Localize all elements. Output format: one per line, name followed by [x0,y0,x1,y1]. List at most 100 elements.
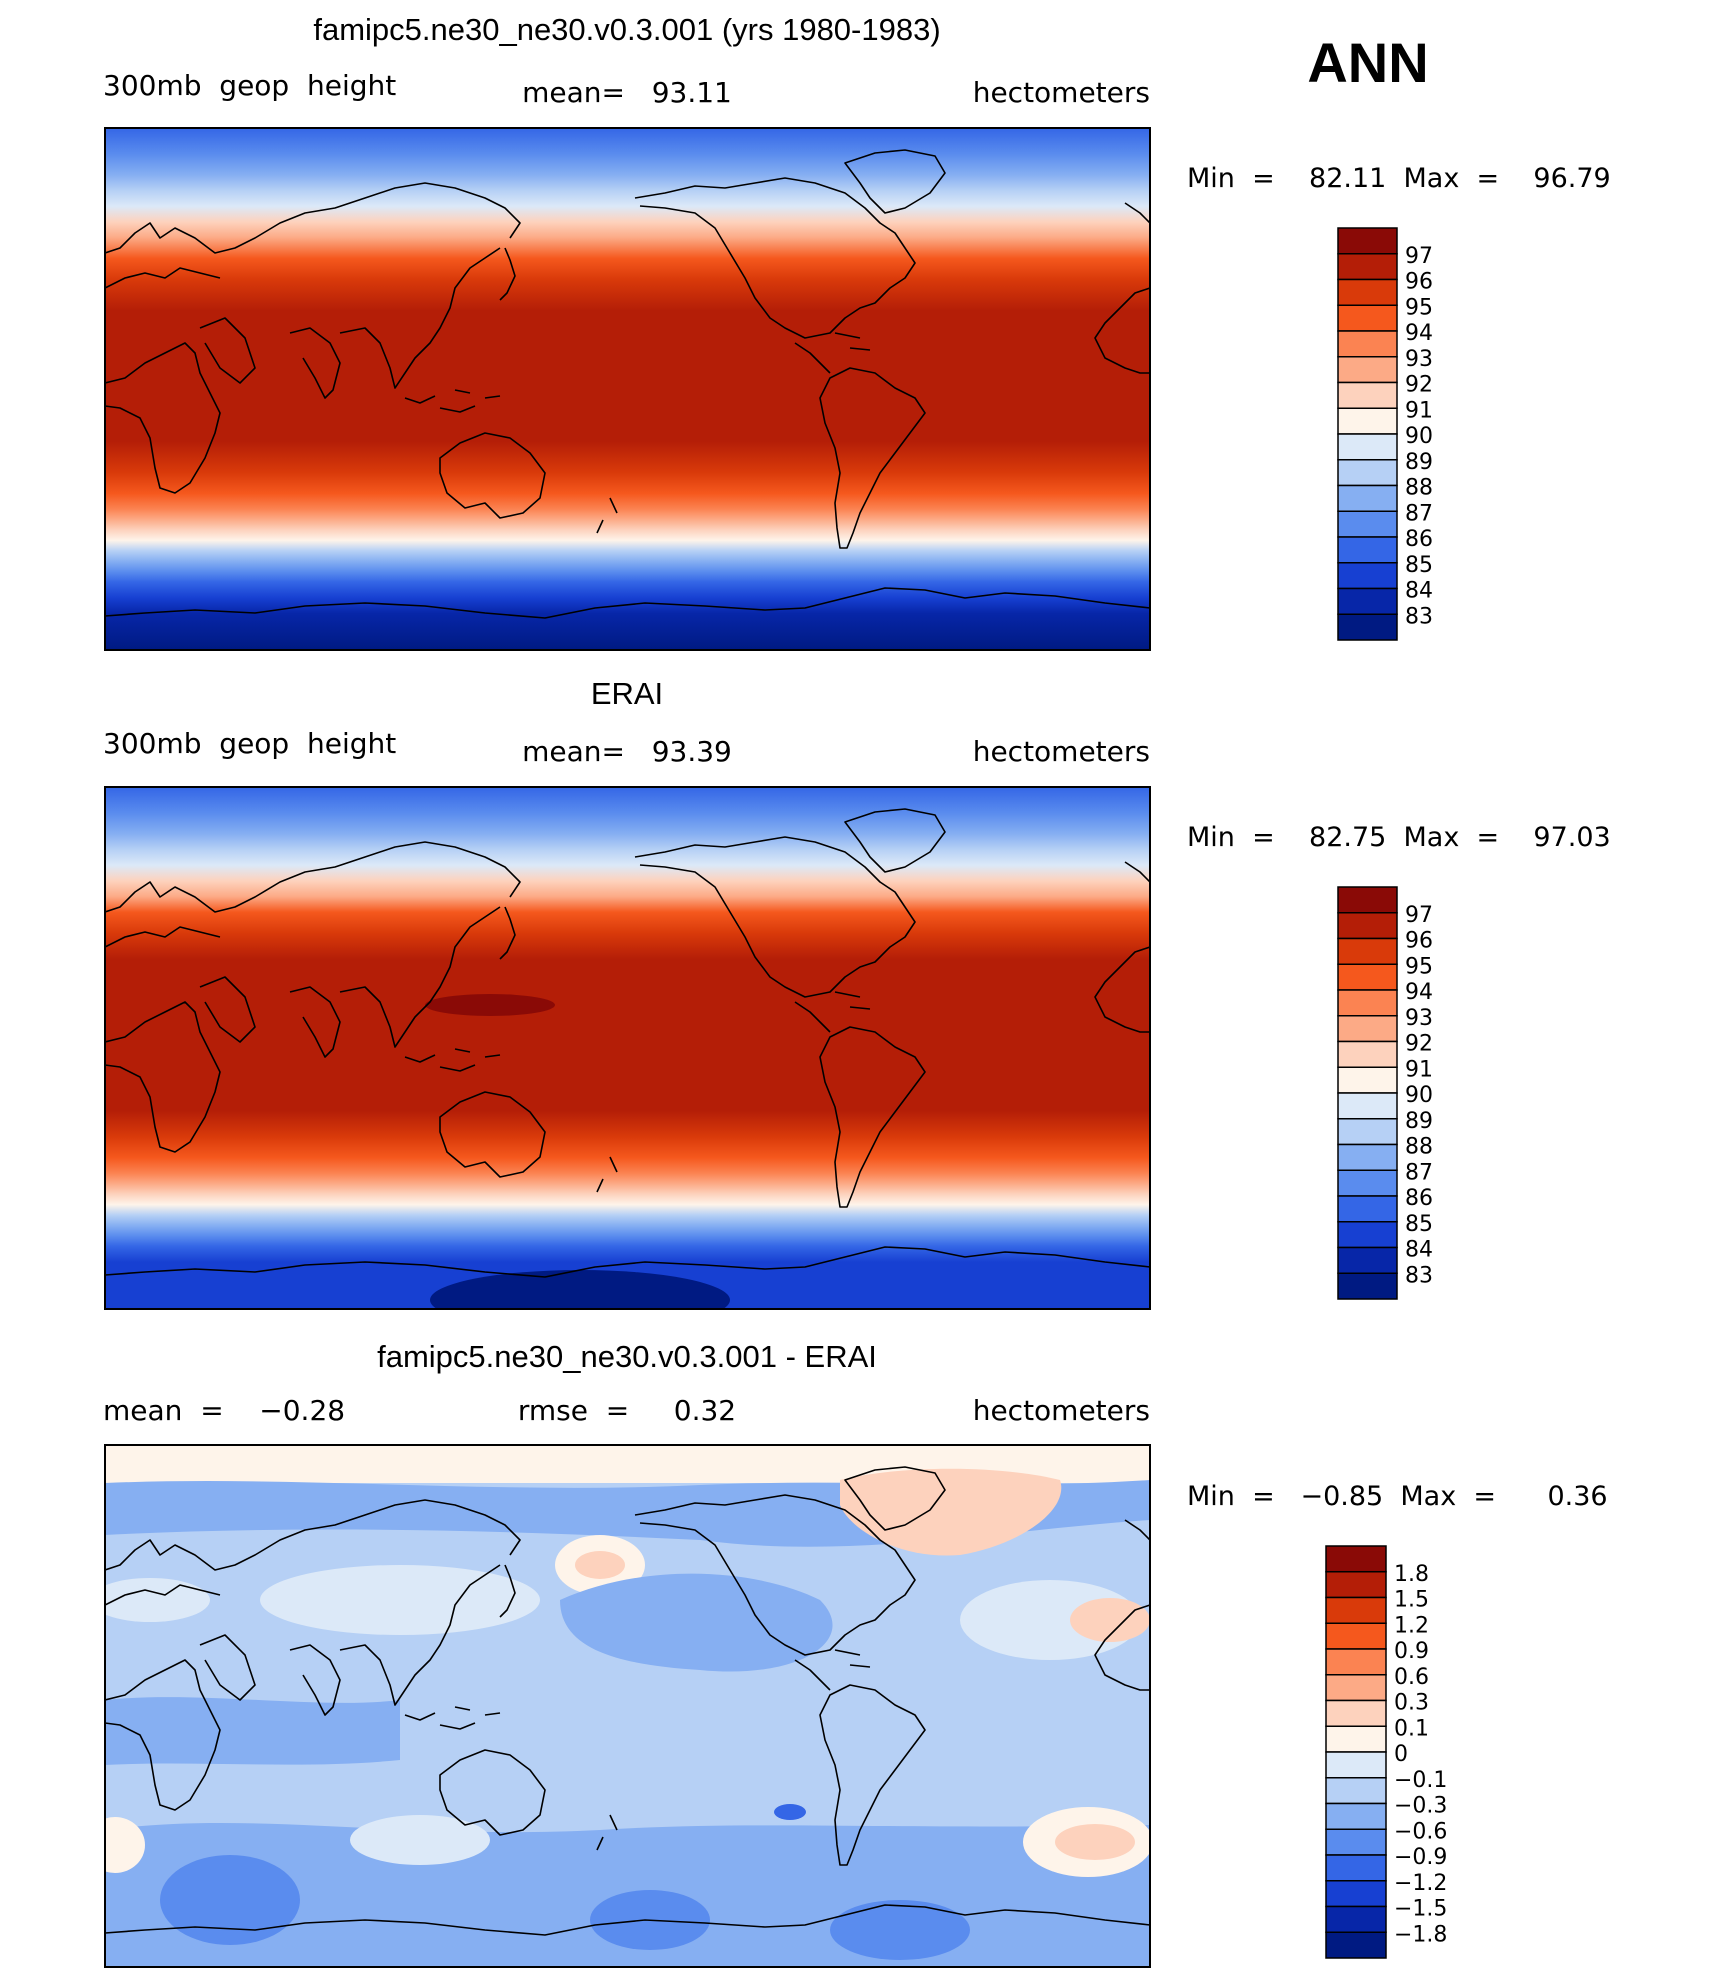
colorbar-swatch [1337,510,1398,538]
units-label: hectometers [973,735,1150,768]
colorbar-tick-label: 83 [1405,604,1433,629]
colorbar-swatch [1337,253,1398,281]
colorbar-swatch [1325,1905,1387,1933]
map-frame [104,1444,1151,1968]
minmax-label: Min = 82.11 Max = 96.79 [1187,163,1611,194]
map-frame [104,127,1151,651]
colorbar-tick-label: 90 [1405,1083,1433,1108]
colorbar-swatch [1325,1674,1387,1702]
panel-title: famipc5.ne30_ne30.v0.3.001 - ERAI [377,1339,877,1374]
variable-label: 300mb geop height [103,69,396,102]
colorbar-swatch [1337,1118,1398,1146]
colorbar-tick-label: 87 [1405,501,1433,526]
colorbar-tick-label: −0.6 [1394,1819,1447,1844]
colorbar-swatch [1325,1571,1387,1599]
season-label: ANN [1307,31,1428,94]
map-plot [105,1445,1150,1967]
colorbar-tick-label: 89 [1405,1109,1433,1134]
colorbar-tick-label: 96 [1405,929,1433,954]
colorbar-swatch [1325,1699,1387,1727]
colorbar-swatch [1337,562,1398,590]
mean-label: mean = −0.28 [103,1394,345,1427]
colorbar-tick-label: −1.8 [1394,1922,1447,1947]
colorbar-swatch [1337,407,1398,435]
colorbar-tick-label: 92 [1405,373,1433,398]
colorbar-swatch [1325,1751,1387,1779]
units-label: hectometers [973,76,1150,109]
map-plot [105,128,1150,650]
colorbar-tick-label: 87 [1405,1160,1433,1185]
colorbar-tick-label: 1.8 [1394,1562,1429,1587]
colorbar-tick-label: −0.3 [1394,1794,1447,1819]
colorbar-swatch [1337,356,1398,384]
colorbar-tick-label: 84 [1405,1238,1433,1263]
colorbar-tick-label: −1.2 [1394,1871,1447,1896]
colorbar-tick-label: 86 [1405,527,1433,552]
colorbar-tick-label: −1.5 [1394,1897,1447,1922]
colorbar-tick-label: 85 [1405,1212,1433,1237]
panel-title: famipc5.ne30_ne30.v0.3.001 (yrs 1980-198… [313,12,940,47]
colorbar-swatch [1325,1648,1387,1676]
colorbar-tick-label: 93 [1405,347,1433,372]
colorbar-swatch [1337,227,1398,255]
colorbar-tick-label: 1.2 [1394,1613,1429,1638]
colorbar-swatch [1337,587,1398,615]
colorbar-swatch [1337,613,1398,641]
panel-obs: ERAI 300mb geop height mean= 93.39 hecto… [103,676,1611,1310]
colorbar-tick-label: 1.5 [1394,1588,1429,1613]
colorbar-tick-label: 91 [1405,398,1433,423]
colorbar-tick-label: 0.9 [1394,1639,1429,1664]
colorbar-tick-label: 84 [1405,579,1433,604]
colorbar-swatch [1325,1545,1387,1573]
minmax-label: Min = 82.75 Max = 97.03 [1187,822,1611,853]
colorbar-tick-label: −0.9 [1394,1845,1447,1870]
colorbar-swatch [1325,1596,1387,1624]
colorbar-tick-label: −0.1 [1394,1768,1447,1793]
colorbar-tick-label: 92 [1405,1032,1433,1057]
colorbar-tick-label: 90 [1405,424,1433,449]
colorbar-swatch [1337,937,1398,965]
colorbar-swatch [1337,304,1398,332]
colorbar-swatch [1337,1195,1398,1223]
colorbar-swatch [1325,1854,1387,1882]
colorbar-tick-label: 93 [1405,1006,1433,1031]
colorbar-swatch [1337,278,1398,306]
colorbar-tick-label: 0.6 [1394,1665,1429,1690]
colorbar-tick-label: 95 [1405,954,1433,979]
colorbar-tick-label: 88 [1405,1135,1433,1160]
colorbar-swatch [1325,1880,1387,1908]
colorbar-tick-label: 85 [1405,553,1433,578]
colorbar-swatch [1337,1040,1398,1068]
panel-model: famipc5.ne30_ne30.v0.3.001 (yrs 1980-198… [103,12,1611,651]
colorbar-tick-label: 83 [1405,1263,1433,1288]
colorbar-tick-label: 94 [1405,321,1433,346]
units-label: hectometers [973,1394,1150,1427]
colorbar: 1.81.51.20.90.60.30.10−0.1−0.3−0.6−0.9−1… [1325,1545,1447,1959]
colorbar-swatch [1337,536,1398,564]
colorbar-swatch [1337,1169,1398,1197]
minmax-label: Min = −0.85 Max = 0.36 [1187,1481,1608,1512]
colorbar-tick-label: 89 [1405,450,1433,475]
colorbar-swatch [1337,330,1398,358]
map-plot [105,787,1150,1309]
mean-label: mean= 93.39 [522,735,732,768]
colorbar-swatch [1337,1015,1398,1043]
colorbar-swatch [1325,1828,1387,1856]
colorbar-tick-label: 97 [1405,903,1433,928]
colorbar-tick-label: 86 [1405,1186,1433,1211]
colorbar-swatch [1325,1725,1387,1753]
colorbar-swatch [1337,886,1398,914]
colorbar-swatch [1337,433,1398,461]
colorbar-swatch [1337,1066,1398,1094]
colorbar-tick-label: 94 [1405,980,1433,1005]
colorbar-swatch [1337,381,1398,409]
colorbar-swatch [1325,1931,1387,1959]
colorbar-swatch [1337,1246,1398,1274]
colorbar-tick-label: 91 [1405,1057,1433,1082]
colorbar-swatch [1337,989,1398,1017]
colorbar-tick-label: 0.3 [1394,1691,1429,1716]
colorbar-swatch [1337,459,1398,487]
colorbar-swatch [1325,1802,1387,1830]
